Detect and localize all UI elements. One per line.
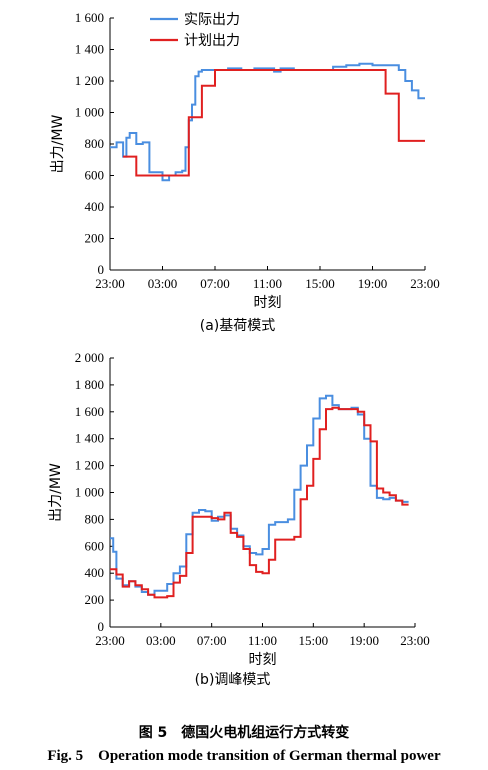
chart-b-y-tick-label: 2 000 bbox=[75, 350, 104, 365]
chart-a-y-tick-label: 1 000 bbox=[75, 105, 104, 120]
chart-b-y-tick-label: 800 bbox=[85, 511, 105, 526]
chart-a-x-axis-label: 时刻 bbox=[254, 295, 282, 311]
chart-a-y-tick-label: 200 bbox=[85, 231, 105, 246]
chart-b-y-tick-label: 1 000 bbox=[75, 485, 104, 500]
chart-a-x-tick-label: 15:00 bbox=[305, 276, 335, 291]
chart-a-legend-label: 计划出力 bbox=[184, 33, 240, 49]
chart-b-x-tick-label: 03:00 bbox=[146, 633, 176, 648]
chart-a-subtitle: (a)基荷模式 bbox=[200, 317, 276, 334]
chart-a-x-tick-label: 11:00 bbox=[253, 276, 282, 291]
chart-b-y-tick-label: 400 bbox=[85, 565, 105, 580]
chart-a-series-planned-line bbox=[123, 69, 425, 177]
chart-b-y-tick-label: 1 800 bbox=[75, 377, 104, 392]
chart-a-series-actual-line bbox=[110, 62, 425, 182]
chart-b-x-tick-label: 11:00 bbox=[248, 633, 277, 648]
chart-b-y-tick-label: 1 200 bbox=[75, 458, 104, 473]
chart-a-y-tick-label: 1 600 bbox=[75, 10, 104, 25]
chart-a-y-tick-label: 800 bbox=[85, 136, 105, 151]
chart-b-x-tick-label: 23:00 bbox=[95, 633, 125, 648]
figure-caption-cn: 图 5 德国火电机组运行方式转变 bbox=[138, 725, 350, 741]
chart-a-y-tick-label: 0 bbox=[98, 262, 105, 277]
chart-a-y-tick-label: 1 400 bbox=[75, 42, 104, 57]
chart-a-x-tick-label: 23:00 bbox=[95, 276, 125, 291]
chart-a-x-tick-label: 07:00 bbox=[200, 276, 230, 291]
figure-canvas: 0 200 400 600 800 1 000 1 200 1 400 1 600 23:00 03… bbox=[48, 10, 440, 688]
chart-a-legend-label: 实际出力 bbox=[184, 12, 240, 28]
chart-b-x-tick-label: 07:00 bbox=[197, 633, 227, 648]
chart-b-y-tick-label: 200 bbox=[85, 592, 105, 607]
chart-b-y-tick-label: 1 600 bbox=[75, 404, 104, 419]
chart-b-y-tick-label: 600 bbox=[85, 538, 105, 553]
chart-b-x-axis-label: 时刻 bbox=[249, 652, 277, 668]
chart-b-y-axis-label: 出力/MW bbox=[48, 463, 64, 522]
chart-b-x-tick-label: 15:00 bbox=[299, 633, 329, 648]
chart-a-x-tick-label: 23:00 bbox=[410, 276, 440, 291]
chart-a-x-tick-label: 19:00 bbox=[358, 276, 388, 291]
chart-a-y-tick-label: 600 bbox=[85, 168, 105, 183]
chart-a-y-tick-label: 1 200 bbox=[75, 73, 104, 88]
chart-a-x-tick-label: 03:00 bbox=[148, 276, 178, 291]
chart-a-y-axis-label: 出力/MW bbox=[50, 115, 66, 174]
figure-caption-en: Fig. 5 Operation mode transition of Germ… bbox=[47, 748, 441, 764]
chart-b-y-tick-label: 1 400 bbox=[75, 431, 104, 446]
chart-b-x-tick-label: 19:00 bbox=[349, 633, 379, 648]
chart-b-series-planned-line bbox=[110, 406, 409, 599]
chart-b-x-tick-label: 23:00 bbox=[400, 633, 430, 648]
chart-a-y-tick-label: 400 bbox=[85, 199, 105, 214]
chart-b-subtitle: (b)调峰模式 bbox=[195, 672, 271, 688]
chart-b-y-tick-label: 0 bbox=[98, 619, 105, 634]
